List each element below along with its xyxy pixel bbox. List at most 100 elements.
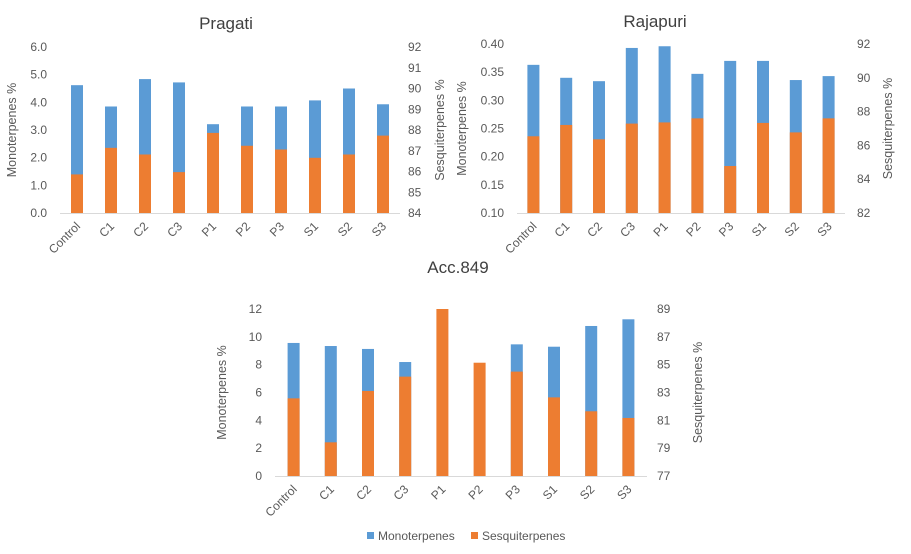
bar-sesquiterpenes-p3 xyxy=(275,149,287,213)
bar-sesquiterpenes-c2 xyxy=(139,154,151,213)
y-tick-label: 3.0 xyxy=(30,123,47,137)
y-tick-label: 4.0 xyxy=(30,95,47,109)
x-tick-label: P1 xyxy=(650,219,671,240)
y2-tick-label: 79 xyxy=(657,441,671,455)
y2-tick-label: 87 xyxy=(408,144,422,158)
y2-axis-title: Sesquiterpenes % xyxy=(881,78,895,179)
bar-sesquiterpenes-c2 xyxy=(593,139,605,213)
x-tick-label: P2 xyxy=(683,219,704,240)
y2-tick-label: 89 xyxy=(408,102,422,116)
chart-acc-849: Acc.849 0 2 4 6 8 10 12 77 79 81 83 85 87 89 Monoterpen… xyxy=(215,258,705,519)
y-axis-title: Monoterpenes % xyxy=(215,345,229,440)
y2-tick-label: 90 xyxy=(857,71,871,85)
y2-tick-label: 87 xyxy=(657,330,671,344)
x-tick-label: S3 xyxy=(369,219,390,240)
x-tick-label: P2 xyxy=(465,482,486,503)
y2-tick-label: 81 xyxy=(657,413,671,427)
bar-sesquiterpenes-p2 xyxy=(691,118,704,213)
bar-sesquiterpenes-s2 xyxy=(343,154,355,213)
x-tick-label: P3 xyxy=(716,219,737,240)
bar-sesquiterpenes-s2 xyxy=(789,132,802,213)
y-tick-label: 5.0 xyxy=(30,68,47,82)
y2-tick-label: 84 xyxy=(408,206,422,220)
y-tick-label: 0.0 xyxy=(30,206,47,220)
chart-rajapuri: Rajapuri 0.10 0.15 0.20 0.25 0.30 0.35 0.40 82 84… xyxy=(455,12,895,256)
x-tick-label: S2 xyxy=(577,482,598,503)
bar-sesquiterpenes-c3 xyxy=(173,172,185,213)
y2-tick-label: 91 xyxy=(408,61,422,75)
x-tick-label: C1 xyxy=(96,219,117,240)
y2-tick-label: 85 xyxy=(408,185,422,199)
x-tick-label: C3 xyxy=(164,219,185,240)
bar-sesquiterpenes-p2 xyxy=(241,145,253,213)
legend-swatch-sesquiterpenes xyxy=(471,532,478,539)
y-axis-title: Monoterpenes % xyxy=(455,81,469,176)
y2-tick-label: 83 xyxy=(657,386,671,400)
x-tick-label: Control xyxy=(502,219,539,256)
y2-tick-label: 85 xyxy=(657,358,671,372)
chart-pragati: Pragati 0.0 1.0 2.0 3.0 4.0 5.0 6.0 84 85 86 87 88 89… xyxy=(5,14,447,256)
bar-sesquiterpenes-control xyxy=(71,174,83,213)
x-tick-label: C1 xyxy=(552,219,573,240)
bar-sesquiterpenes-control xyxy=(527,136,540,213)
bar-sesquiterpenes-c3 xyxy=(625,123,638,213)
x-tick-label: S2 xyxy=(782,219,803,240)
bar-sesquiterpenes-p3 xyxy=(724,166,737,213)
chart-title: Pragati xyxy=(199,14,253,33)
chart-title: Acc.849 xyxy=(427,258,488,277)
bar-sesquiterpenes-p2 xyxy=(473,362,486,476)
bar-sesquiterpenes-c1 xyxy=(105,147,117,213)
x-tick-label: C2 xyxy=(584,219,605,240)
y-tick-label: 0.35 xyxy=(481,65,505,79)
x-tick-label: S1 xyxy=(749,219,770,240)
y-tick-label: 8 xyxy=(255,358,262,372)
bar-sesquiterpenes-s1 xyxy=(309,157,321,213)
x-tick-label: S2 xyxy=(335,219,356,240)
bar-sesquiterpenes-p1 xyxy=(207,132,219,213)
y-tick-label: 0.30 xyxy=(481,93,505,107)
bar-sesquiterpenes-s1 xyxy=(757,122,769,213)
x-tick-label: P1 xyxy=(428,482,449,503)
x-tick-label: C2 xyxy=(130,219,151,240)
y-tick-label: 0.10 xyxy=(481,206,505,220)
y-tick-label: 10 xyxy=(249,330,263,344)
y2-tick-label: 86 xyxy=(857,138,871,152)
bar-sesquiterpenes-c1 xyxy=(560,124,573,213)
x-tick-label: S1 xyxy=(301,219,322,240)
bar-sesquiterpenes-c2 xyxy=(362,390,374,476)
bar-sesquiterpenes-p3 xyxy=(510,371,523,476)
x-tick-label: P3 xyxy=(267,219,288,240)
y2-tick-label: 88 xyxy=(408,123,422,137)
y2-axis-title: Sesquiterpenes % xyxy=(433,79,447,180)
bar-sesquiterpenes-c3 xyxy=(399,376,412,476)
x-tick-label: P2 xyxy=(233,219,254,240)
bar-sesquiterpenes-s3 xyxy=(622,417,635,476)
y-tick-label: 2.0 xyxy=(30,151,47,165)
y-tick-label: 4 xyxy=(255,413,262,427)
y-tick-label: 6.0 xyxy=(30,40,47,54)
y-tick-label: 0.15 xyxy=(481,178,505,192)
x-tick-label: S3 xyxy=(814,219,835,240)
x-tick-label: C1 xyxy=(316,482,337,503)
y2-tick-label: 88 xyxy=(857,105,871,119)
y-tick-label: 0 xyxy=(255,469,262,483)
chart-title: Rajapuri xyxy=(623,12,686,31)
bar-sesquiterpenes-control xyxy=(287,398,300,476)
x-tick-label: Control xyxy=(262,482,299,519)
y2-tick-label: 77 xyxy=(657,469,671,483)
bar-sesquiterpenes-p1 xyxy=(436,309,449,476)
bar-sesquiterpenes-s1 xyxy=(548,397,560,476)
legend-label-sesquiterpenes: Sesquiterpenes xyxy=(482,529,565,543)
bar-sesquiterpenes-s3 xyxy=(822,118,835,213)
bar-sesquiterpenes-s3 xyxy=(377,135,389,213)
bar-sesquiterpenes-c1 xyxy=(324,442,337,476)
y2-tick-label: 82 xyxy=(857,206,871,220)
y2-tick-label: 89 xyxy=(657,302,671,316)
y-tick-label: 2 xyxy=(255,441,262,455)
x-tick-label: C3 xyxy=(617,219,638,240)
y2-axis-title: Sesquiterpenes % xyxy=(691,342,705,443)
bar-sesquiterpenes-p1 xyxy=(658,122,671,213)
x-tick-label: S1 xyxy=(540,482,561,503)
y2-tick-label: 92 xyxy=(857,37,871,51)
y-tick-label: 0.40 xyxy=(481,37,505,51)
